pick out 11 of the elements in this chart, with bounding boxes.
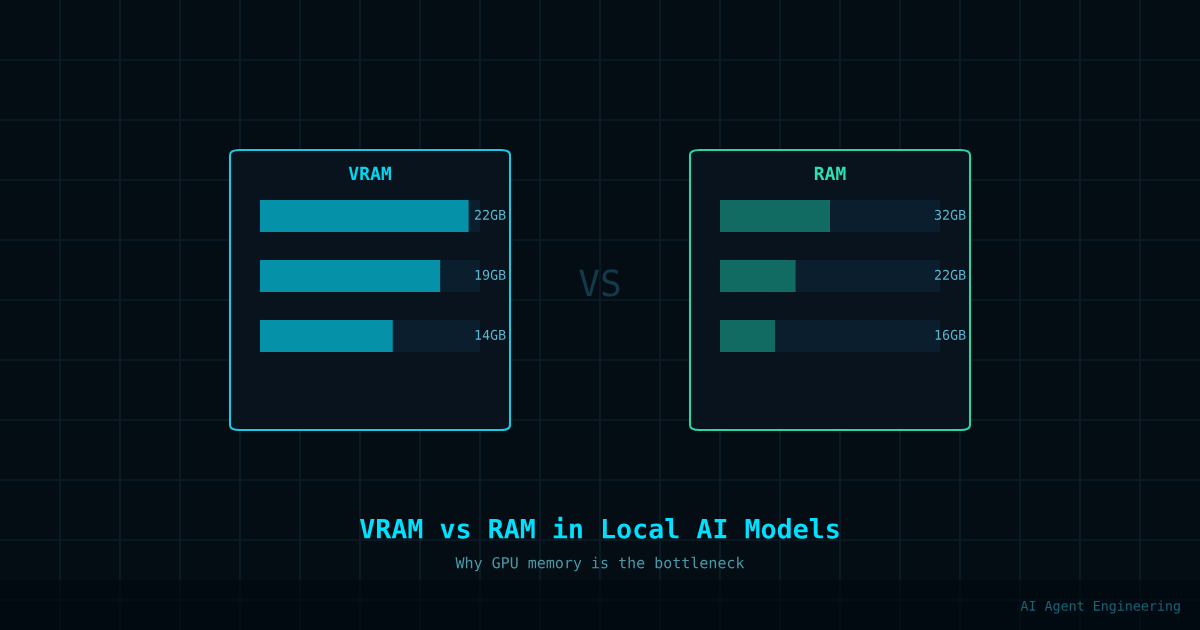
chart-title: VRAM	[348, 166, 391, 180]
chart-title: RAM	[814, 166, 846, 180]
data-label: 22GB	[935, 269, 966, 280]
text: VRAM vs RAM in Local AI Models	[359, 516, 839, 539]
data-label: 14GB	[475, 329, 506, 340]
data-label: 19GB	[475, 269, 506, 280]
text: AI Agent Engineering	[1020, 600, 1180, 614]
text: Why GPU memory is the bottleneck	[455, 556, 745, 572]
data-label: 22GB	[475, 209, 506, 220]
data-label: 16GB	[935, 329, 966, 340]
data-label: 32GB	[934, 209, 966, 220]
